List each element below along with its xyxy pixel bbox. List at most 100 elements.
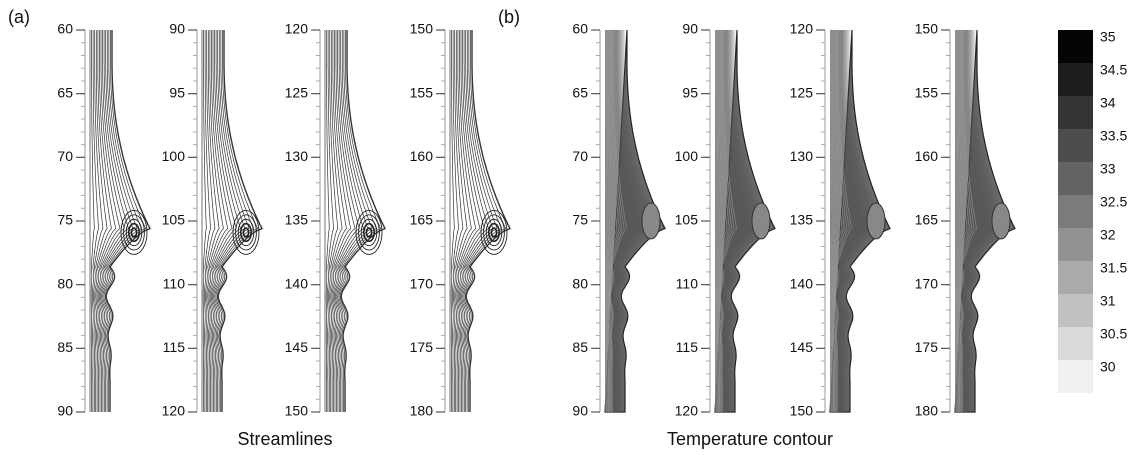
colorbar-label: 31.5 bbox=[1100, 260, 1127, 276]
y-tick-label: 130 bbox=[790, 148, 814, 164]
contour-band bbox=[830, 30, 882, 412]
y-tick-label: 60 bbox=[57, 21, 73, 37]
y-tick-label: 110 bbox=[676, 275, 699, 291]
contour-line bbox=[959, 30, 975, 412]
streamline bbox=[332, 30, 356, 412]
axis: 90 95 100 105 110 115 120 bbox=[675, 21, 776, 419]
y-tick-label: 85 bbox=[57, 339, 73, 355]
contour-line bbox=[830, 30, 833, 412]
streamline bbox=[340, 30, 386, 412]
y-tick-label: 120 bbox=[285, 21, 309, 37]
contour-line bbox=[608, 30, 618, 412]
contour-band bbox=[830, 30, 886, 412]
colorbar-swatch bbox=[1058, 360, 1093, 393]
y-tick-label: 110 bbox=[163, 275, 186, 291]
contour-band bbox=[605, 30, 653, 412]
colorbar-label: 30.5 bbox=[1100, 326, 1127, 342]
contour-band bbox=[955, 30, 1011, 412]
colorbar-label: 33.5 bbox=[1100, 128, 1127, 144]
y-tick-label: 145 bbox=[285, 339, 309, 355]
y-tick-label: 170 bbox=[410, 275, 434, 291]
panel-label: (b) bbox=[498, 7, 520, 27]
streamline bbox=[330, 30, 347, 412]
vortex bbox=[483, 214, 505, 251]
contour-band bbox=[715, 30, 771, 412]
contour-line bbox=[609, 30, 625, 412]
y-tick-label: 120 bbox=[162, 403, 186, 419]
y-tick-label: 90 bbox=[57, 403, 73, 419]
contour-band bbox=[955, 30, 1003, 412]
streamline bbox=[206, 30, 220, 412]
colorbar-label: 32 bbox=[1100, 227, 1116, 243]
axis: 60 65 70 75 80 85 90 bbox=[572, 21, 666, 419]
y-tick-label: 60 bbox=[572, 21, 588, 37]
y-tick-label: 180 bbox=[410, 403, 434, 419]
streamline bbox=[102, 30, 138, 412]
contour-band bbox=[830, 30, 878, 412]
y-tick-label: 140 bbox=[285, 275, 309, 291]
vortex bbox=[130, 227, 138, 238]
y-tick-label: 65 bbox=[572, 84, 588, 100]
streamline bbox=[91, 30, 99, 412]
contour-line bbox=[609, 30, 623, 412]
contour-band bbox=[715, 30, 759, 412]
streamline bbox=[451, 30, 459, 412]
axis: 120 125 130 135 140 145 150 bbox=[790, 21, 891, 419]
streamline bbox=[325, 30, 330, 412]
y-tick-label: 95 bbox=[169, 84, 185, 100]
y-tick-label: 135 bbox=[285, 212, 309, 228]
axis: 90 95 100 105 110 115 120 bbox=[162, 21, 263, 419]
colorbar-label: 35 bbox=[1100, 29, 1116, 45]
streamline bbox=[93, 30, 104, 412]
vortex bbox=[123, 214, 145, 251]
streamline bbox=[331, 30, 352, 412]
streamline bbox=[95, 30, 112, 412]
y-tick-label: 90 bbox=[572, 403, 588, 419]
contour-line bbox=[608, 30, 620, 412]
contour-band bbox=[605, 30, 657, 412]
hot-core bbox=[991, 202, 1011, 240]
y-tick-label: 180 bbox=[915, 403, 939, 419]
colorbar-swatch bbox=[1058, 294, 1093, 327]
streamline bbox=[90, 30, 95, 412]
y-tick-label: 85 bbox=[572, 339, 588, 355]
y-tick-label: 155 bbox=[915, 84, 939, 100]
contour-line bbox=[717, 30, 725, 412]
streamline bbox=[326, 30, 334, 412]
streamline bbox=[105, 30, 151, 412]
y-tick-label: 70 bbox=[572, 148, 588, 164]
panel-label: (a) bbox=[8, 7, 30, 27]
contour-line bbox=[607, 30, 615, 412]
y-tick-label: 75 bbox=[572, 212, 588, 228]
colorbar-label: 33 bbox=[1100, 161, 1116, 177]
y-tick-label: 160 bbox=[410, 148, 434, 164]
y-tick-label: 150 bbox=[790, 403, 814, 419]
streamline bbox=[458, 30, 485, 412]
colorbar-swatch bbox=[1058, 96, 1093, 129]
streamline bbox=[217, 30, 263, 412]
streamline bbox=[337, 30, 373, 412]
contour-band bbox=[715, 30, 767, 412]
axis: 150 155 160 165 170 175 180 bbox=[410, 21, 511, 419]
y-tick-label: 115 bbox=[676, 339, 699, 355]
contour-line bbox=[606, 30, 613, 412]
vortex bbox=[128, 222, 141, 243]
contour-line bbox=[958, 30, 968, 412]
contour-line bbox=[831, 30, 836, 412]
y-tick-label: 75 bbox=[57, 212, 73, 228]
streamline bbox=[207, 30, 224, 412]
streamline bbox=[98, 30, 125, 412]
streamline bbox=[450, 30, 455, 412]
colorbar-swatch bbox=[1058, 327, 1093, 360]
contour-band bbox=[955, 30, 1007, 412]
y-tick-label: 130 bbox=[285, 148, 309, 164]
streamline bbox=[209, 30, 233, 412]
streamline bbox=[328, 30, 339, 412]
contour-line bbox=[610, 30, 627, 412]
contour-line bbox=[958, 30, 970, 412]
streamline bbox=[202, 30, 207, 412]
contour-region bbox=[604, 29, 666, 413]
contour-line bbox=[960, 30, 977, 412]
y-tick-label: 100 bbox=[162, 148, 186, 164]
